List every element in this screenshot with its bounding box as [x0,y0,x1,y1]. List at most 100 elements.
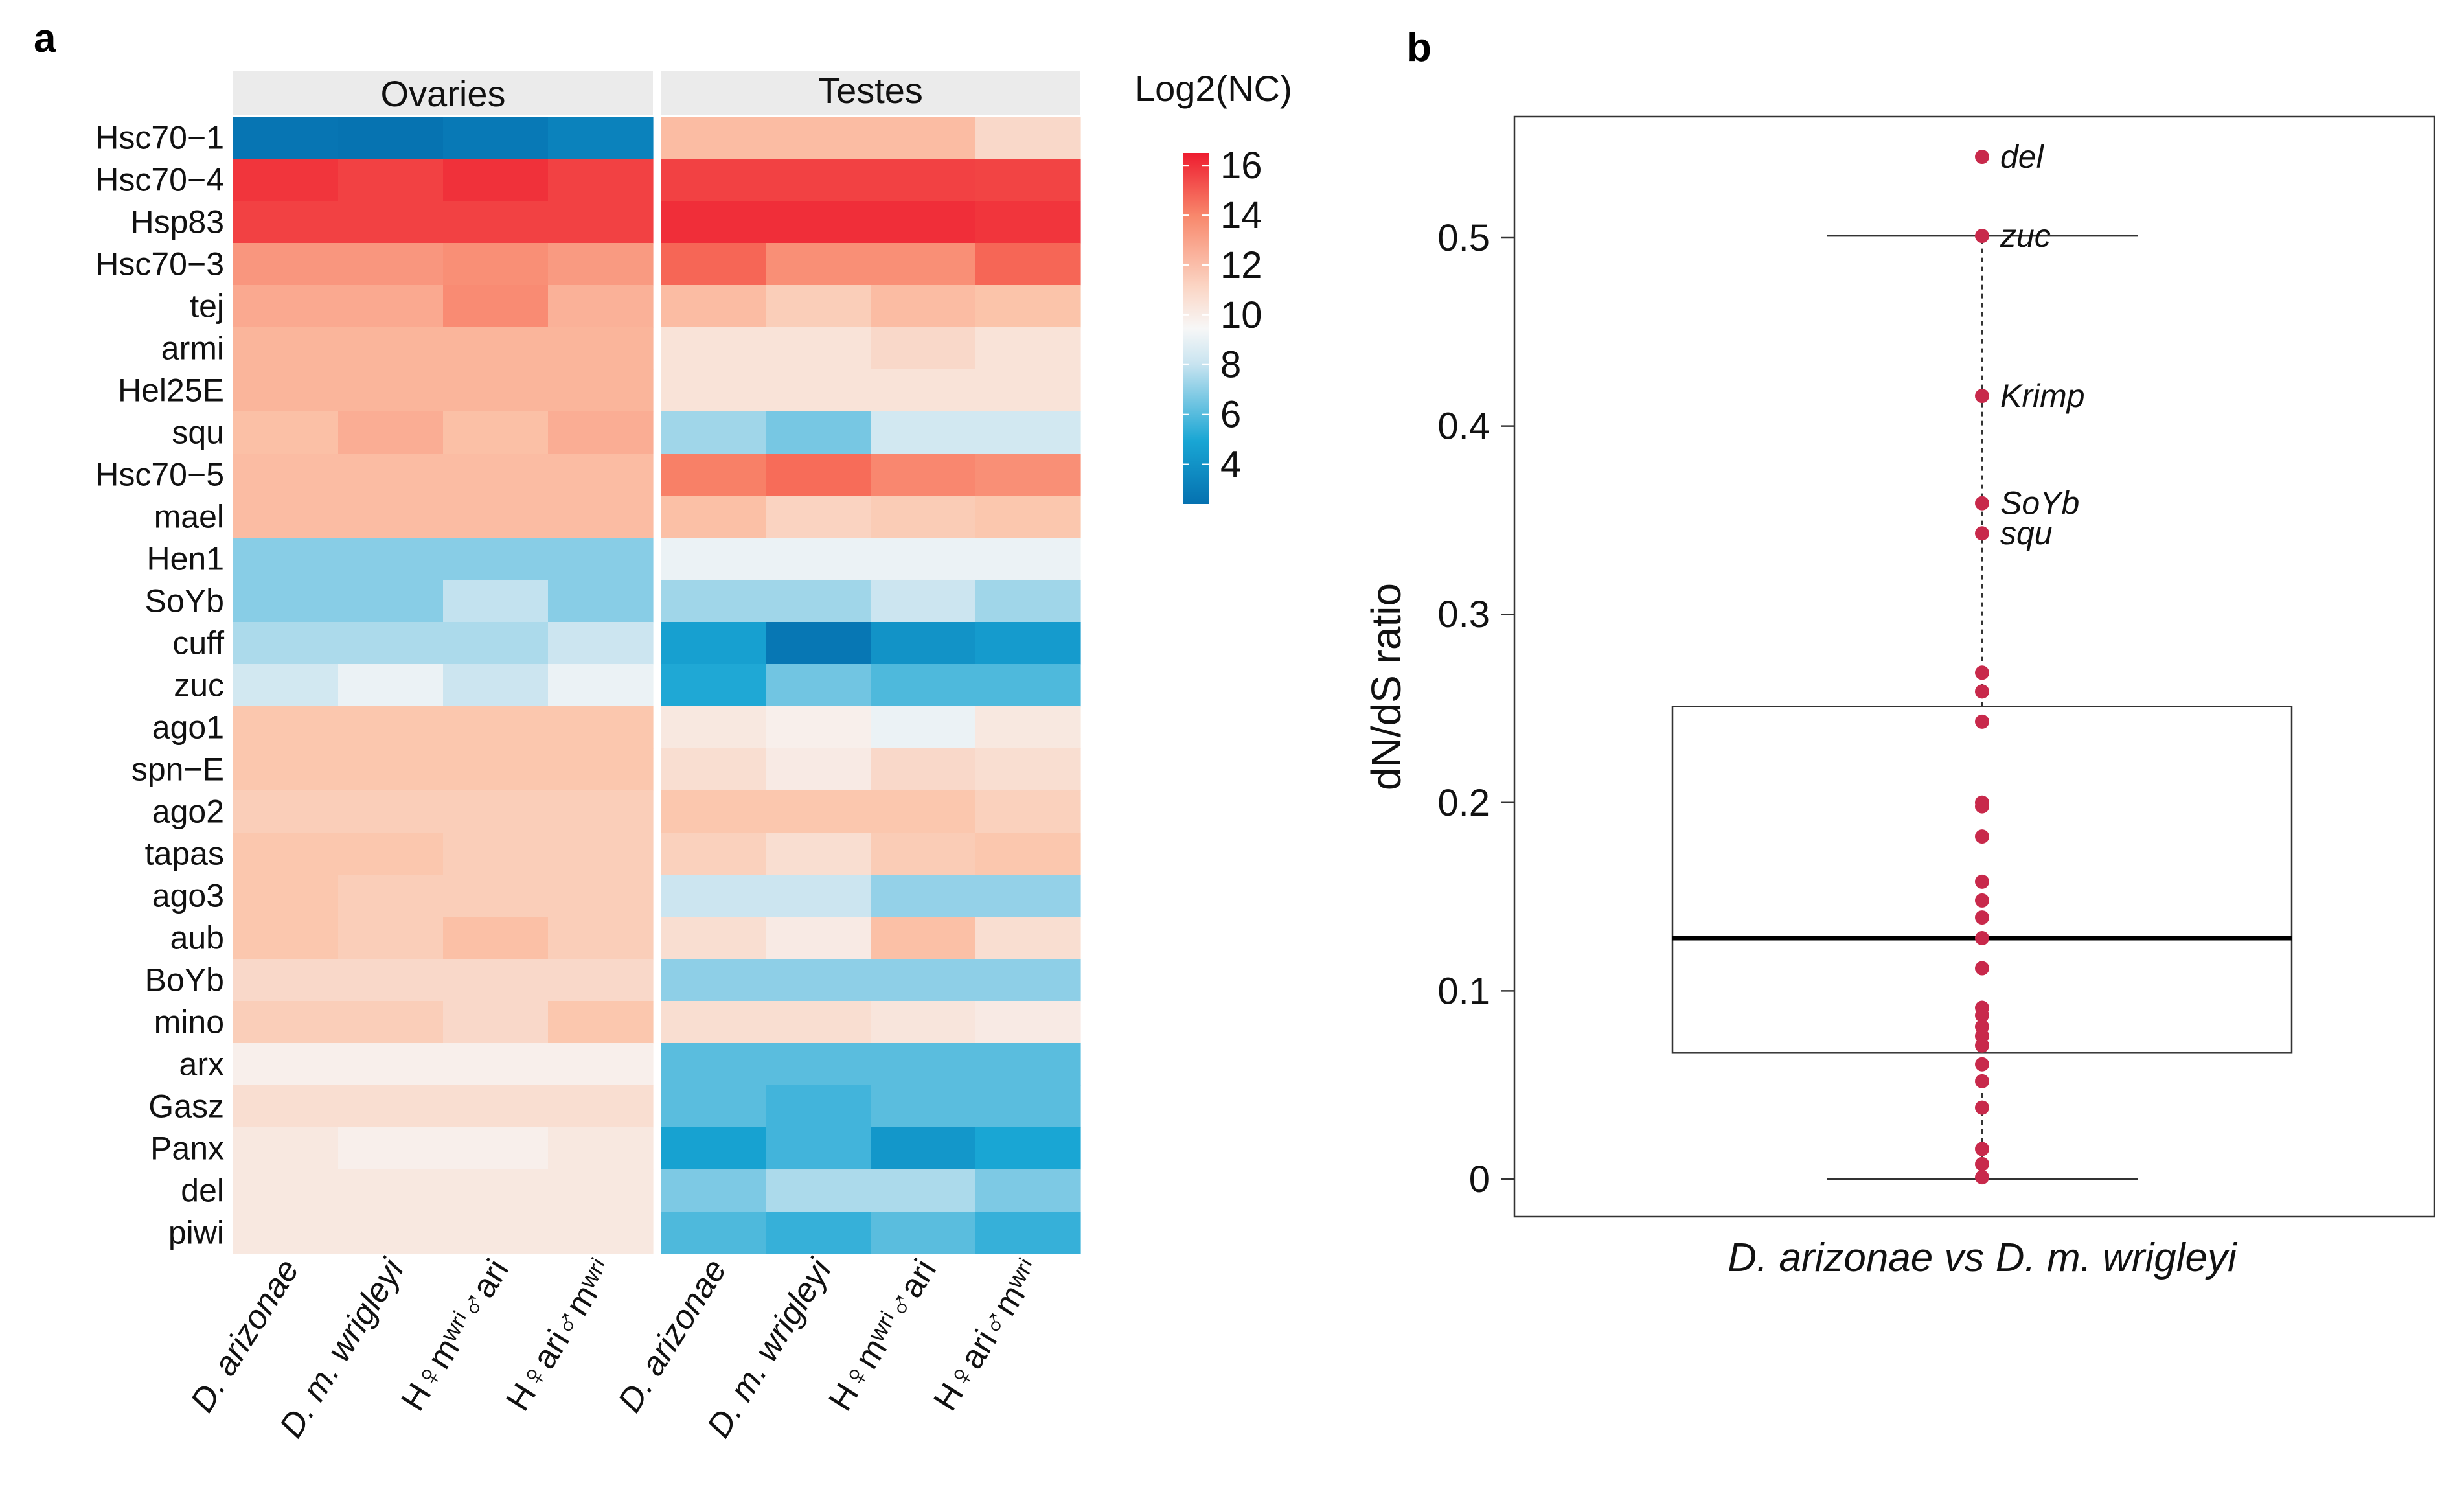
heatmap-cell-panx-col5 [661,1127,766,1170]
heatmap-cell-hel25e-col2 [338,369,444,412]
heatmap-cell-hsc70-1-col1 [233,117,339,159]
data-point-2 [1975,229,1989,244]
heatmap-cell-armi-col1 [233,327,339,370]
heatmap-cell-soyb-col1 [233,580,339,623]
row-label-panx: Panx [150,1131,224,1167]
heatmap-cell-squ-col5 [661,411,766,454]
heatmap-cell-hsc70-3-col7 [871,243,976,286]
heatmap-cell-del-col6 [766,1169,871,1212]
row-labels: Hsc70−1 Hsc70−4 Hsp83 Hsc70−3 tej armi Hel25E s… [95,120,224,1251]
heatmap-cell-ago1-col7 [871,706,976,749]
row-label-mael: mael [154,499,224,535]
heatmap-cell-soyb-col7 [871,580,976,623]
row-label-squ: squ [172,415,224,451]
heatmap-cell-mael-col1 [233,496,339,538]
row-label-gasz: Gasz [148,1088,224,1125]
heatmap-cell-del-col8 [975,1169,1081,1212]
heatmap-cell-spn-e-col7 [871,748,976,791]
heatmap-cell-ago1-col8 [975,706,1081,749]
heatmap-cell-zuc-col4 [548,664,654,707]
color-legend: Log2(NC) 16 14 12 10 8 6 4 [1135,68,1292,504]
heatmap-cell-cuff-col5 [661,622,766,665]
y-tick-label-3: 0.3 [1437,593,1490,636]
heatmap-cell-boyb-col1 [233,959,339,1002]
heatmap-cell-mino-col5 [661,1001,766,1044]
heatmap-cell-ago1-col1 [233,706,339,749]
heatmap-cell-spn-e-col6 [766,748,871,791]
data-points [1975,150,1989,1185]
heatmap-cell-del-col4 [548,1169,654,1212]
row-label-soyb: SoYb [145,583,224,619]
data-point-8 [1975,714,1989,729]
heatmap-cell-mino-col7 [871,1001,976,1044]
heatmap-cell-mael-col4 [548,496,654,538]
heatmap-cell-hsp83-col5 [661,201,766,244]
heatmap-cell-ago1-col3 [443,706,549,749]
heatmap-cell-arx-col8 [975,1043,1081,1086]
panel-a-label: a [34,16,56,61]
heatmap-cell-squ-col4 [548,411,654,454]
point-label-zuc: zuc [2000,218,2051,254]
heatmap-cell-tej-col6 [766,285,871,328]
heatmap-cell-ago3-col6 [766,875,871,917]
row-label-mino: mino [154,1004,224,1040]
data-point-4 [1975,496,1989,511]
strip-testes-label: Testes [818,70,923,111]
heatmap-cell-hsc70-5-col6 [766,454,871,496]
heatmap-cell-mino-col2 [338,1001,444,1044]
heatmap-cell-hsc70-4-col8 [975,159,1081,201]
heatmap-cell-mino-col8 [975,1001,1081,1044]
heatmap-cell-gasz-col5 [661,1085,766,1128]
point-label-del: del [2000,139,2045,175]
heatmap-cell-del-col3 [443,1169,549,1212]
heatmap-cell-piwi-col7 [871,1212,976,1254]
heatmap-cell-hsp83-col4 [548,201,654,244]
point-label-soyb: SoYb [2000,485,2079,522]
heatmap-cell-tej-col1 [233,285,339,328]
heatmap-cell-squ-col1 [233,411,339,454]
heatmap-cell-tej-col2 [338,285,444,328]
heatmap-cell-zuc-col2 [338,664,444,707]
data-point-6 [1975,665,1989,680]
heatmap-cell-hsc70-5-col7 [871,454,976,496]
legend-tick-label-12: 12 [1220,244,1262,286]
legend-tick-label-6: 6 [1220,394,1241,436]
heatmap-cell-aub-col6 [766,917,871,960]
heatmap-cell-hsc70-3-col8 [975,243,1081,286]
heatmap-panel: Ovaries Testes Hsc70−1Hsc70−4Hsp83Hsc70−… [95,70,1081,1444]
data-point-22 [1975,1057,1989,1072]
heatmap-cell-boyb-col8 [975,959,1081,1002]
heatmap-cell-tej-col5 [661,285,766,328]
heatmap-cell-hsc70-1-col3 [443,117,549,159]
heatmap-cell-spn-e-col2 [338,748,444,791]
heatmap-cell-hsc70-5-col2 [338,454,444,496]
heatmap-cell-hel25e-col5 [661,369,766,412]
heatmap-cell-tapas-col8 [975,833,1081,875]
heatmap-cell-spn-e-col4 [548,748,654,791]
heatmap-cell-mino-col4 [548,1001,654,1044]
heatmap-cell-cuff-col2 [338,622,444,665]
heatmap-cell-del-col5 [661,1169,766,1212]
data-point-27 [1975,1170,1989,1185]
heatmap-cell-cuff-col1 [233,622,339,665]
heatmap-cell-piwi-col1 [233,1212,339,1254]
heatmap-cell-armi-col6 [766,327,871,370]
heatmap-cell-arx-col5 [661,1043,766,1086]
heatmap-cell-gasz-col4 [548,1085,654,1128]
heatmap-cell-hsp83-col7 [871,201,976,244]
row-label-boyb: BoYb [145,962,224,998]
heatmap-cell-hsc70-3-col5 [661,243,766,286]
legend-tick-label-14: 14 [1220,194,1262,236]
heatmap-cell-hsc70-1-col6 [766,117,871,159]
heatmap-cell-mael-col7 [871,496,976,538]
heatmap-cell-cuff-col3 [443,622,549,665]
data-point-14 [1975,910,1989,925]
heatmap-cell-boyb-col3 [443,959,549,1002]
row-label-arx: arx [179,1046,224,1083]
heatmap-cell-gasz-col3 [443,1085,549,1128]
data-point-7 [1975,684,1989,699]
heatmap-cell-hsc70-4-col2 [338,159,444,201]
heatmap-cell-aub-col4 [548,917,654,960]
row-label-cuff: cuff [172,625,224,661]
heatmap-cell-gasz-col8 [975,1085,1081,1128]
